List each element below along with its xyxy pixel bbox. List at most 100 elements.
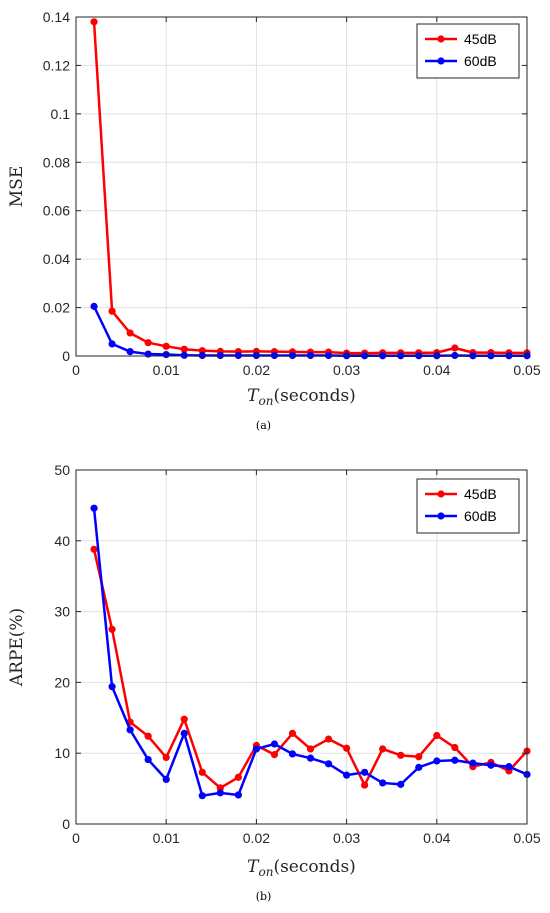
x-tick-label: 0.03 — [333, 830, 360, 846]
data-point-45dB — [108, 625, 116, 633]
x-tick-label: 0.05 — [513, 830, 540, 846]
x-tick-label: 0.01 — [153, 362, 180, 378]
data-point-60dB — [433, 757, 441, 765]
data-point-60dB — [469, 759, 477, 767]
data-point-60dB — [324, 760, 333, 768]
y-tick-label: 0.08 — [43, 154, 70, 170]
data-point-60dB — [361, 768, 369, 776]
data-point-60dB — [415, 763, 423, 771]
data-point-60dB — [90, 302, 98, 310]
y-tick-label: 0.12 — [43, 57, 70, 73]
data-point-45dB — [433, 731, 441, 740]
y-tick-label: 30 — [54, 604, 70, 620]
data-point-60dB — [343, 771, 351, 779]
legend: 45dB 60dB — [416, 23, 520, 79]
x-tick-label: 0.02 — [243, 830, 270, 846]
legend-marker-60dB — [437, 512, 445, 520]
x-tick-label: 0.02 — [243, 362, 270, 378]
data-point-45dB — [361, 781, 369, 789]
data-point-60dB — [198, 792, 206, 800]
data-point-45dB — [234, 773, 242, 781]
axes-box — [75, 469, 528, 825]
subfigure-label: (a) — [256, 419, 271, 432]
x-axis-label-unit: (seconds) — [273, 386, 355, 406]
data-point-60dB — [180, 729, 188, 737]
y-tick-label: 0.04 — [43, 251, 70, 267]
legend-label-45dB: 45dB — [464, 486, 497, 502]
x-axis-label-main: T — [247, 857, 260, 877]
y-tick-label: 0.14 — [43, 9, 70, 25]
data-point-45dB — [180, 345, 188, 353]
data-point-45dB — [397, 751, 405, 759]
data-point-60dB — [144, 755, 152, 764]
data-point-60dB — [216, 789, 224, 797]
legend-marker-45dB — [437, 490, 445, 498]
legend-box — [416, 478, 520, 534]
data-point-60dB — [126, 348, 134, 356]
legend-label-60dB: 60dB — [464, 508, 497, 524]
data-point-45dB — [90, 18, 98, 26]
data-point-60dB — [234, 791, 242, 799]
data-point-45dB — [180, 715, 188, 723]
axes-box — [75, 16, 528, 357]
y-tick-label: 0.06 — [43, 203, 70, 219]
data-point-45dB — [270, 751, 279, 759]
x-tick-label: 0.03 — [333, 362, 360, 378]
x-tick-label: 0 — [72, 830, 80, 846]
legend-label-60dB: 60dB — [464, 53, 497, 69]
y-tick-label: 20 — [54, 674, 70, 690]
y-axis-label: MSE — [7, 166, 27, 207]
legend: 45dB 60dB — [416, 478, 520, 534]
y-tick-label: 0.1 — [51, 106, 71, 122]
data-point-45dB — [162, 753, 170, 762]
x-tick-label: 0.04 — [423, 830, 450, 846]
data-point-45dB — [144, 339, 152, 347]
data-point-45dB — [198, 768, 206, 776]
y-tick-label: 50 — [54, 462, 70, 478]
y-tick-label: 10 — [54, 745, 70, 761]
y-axis-label: ARPE(%) — [7, 608, 27, 687]
x-tick-label: 0 — [72, 362, 80, 378]
data-point-45dB — [90, 545, 98, 553]
data-point-45dB — [451, 743, 459, 752]
x-axis-label: Ton(seconds) — [247, 857, 356, 879]
data-point-45dB — [162, 342, 170, 350]
data-point-60dB — [108, 340, 116, 348]
legend-marker-60dB — [437, 57, 445, 65]
data-point-45dB — [451, 344, 459, 352]
data-point-45dB — [343, 744, 351, 752]
y-tick-label: 0.02 — [43, 300, 70, 316]
data-point-45dB — [379, 745, 387, 753]
x-axis-label-unit: (seconds) — [273, 857, 355, 877]
data-point-60dB — [397, 780, 405, 788]
x-tick-label: 0.04 — [423, 362, 450, 378]
x-axis-label-subscript: on — [259, 394, 274, 408]
legend-box — [416, 23, 520, 79]
data-point-60dB — [162, 775, 170, 783]
data-point-45dB — [126, 329, 134, 337]
x-tick-label: 0.01 — [153, 830, 180, 846]
data-point-60dB — [306, 754, 315, 762]
legend-label-45dB: 45dB — [464, 31, 497, 47]
legend-marker-45dB — [437, 35, 445, 43]
data-point-60dB — [288, 750, 297, 758]
data-point-45dB — [324, 735, 333, 743]
data-point-60dB — [379, 779, 387, 787]
chart-panel-b: 0 0.01 0.02 0.03 0.04 0.05 0 10 20 30 40 50 ARPE(%) T… — [7, 462, 541, 903]
data-point-60dB — [505, 763, 513, 771]
x-axis-label: Ton(seconds) — [247, 386, 356, 408]
data-point-45dB — [306, 745, 315, 753]
chart-panel-a: 0 0.01 0.02 0.03 0.04 0.05 0 0.02 0.04 0.06 0.08 0.… — [7, 9, 541, 432]
x-axis-label-main: T — [247, 386, 260, 406]
x-axis-label-subscript: on — [259, 865, 274, 879]
data-point-60dB — [451, 756, 459, 764]
y-tick-label: 40 — [54, 533, 70, 549]
data-point-45dB — [415, 753, 423, 761]
data-point-45dB — [108, 307, 116, 315]
data-point-60dB — [180, 351, 188, 359]
data-point-45dB — [216, 784, 224, 792]
data-point-60dB — [90, 504, 98, 512]
data-point-60dB — [487, 761, 495, 769]
data-point-60dB — [270, 740, 279, 748]
y-tick-label: 0 — [62, 348, 70, 364]
